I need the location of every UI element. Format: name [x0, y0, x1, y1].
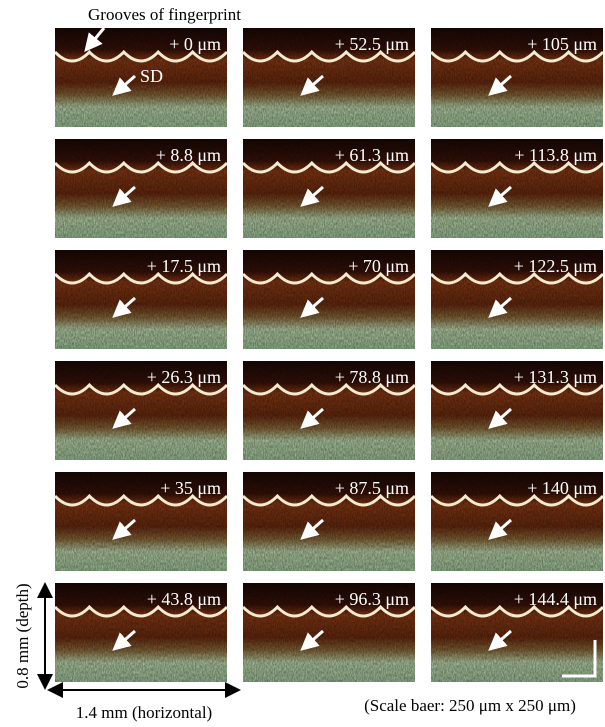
oct-panel: + 144.4 μm: [431, 583, 603, 682]
panel-grid: + 0 μm + 8.8 μm + 17.5 μm + 26.3 μm + 35 μm +…: [55, 28, 603, 682]
oct-panel: + 78.8 μm: [243, 361, 415, 460]
depth-offset-label: + 144.4 μm: [514, 589, 597, 609]
depth-offset-label: + 113.8 μm: [514, 145, 597, 165]
oct-panel: + 35 μm: [55, 472, 227, 571]
sd-label: SD: [140, 66, 163, 86]
oct-panel: + 43.8 μm: [55, 583, 227, 682]
depth-offset-label: + 96.3 μm: [335, 589, 409, 609]
depth-offset-label: + 122.5 μm: [514, 256, 597, 276]
oct-panel: + 131.3 μm: [431, 361, 603, 460]
depth-offset-label: + 35 μm: [160, 478, 221, 498]
oct-panel: + 61.3 μm: [243, 139, 415, 238]
depth-offset-label: + 78.8 μm: [335, 367, 409, 387]
depth-offset-label: + 61.3 μm: [335, 145, 409, 165]
oct-panel: + 8.8 μm: [55, 139, 227, 238]
depth-offset-label: + 17.5 μm: [147, 256, 221, 276]
oct-panel: + 70 μm: [243, 250, 415, 349]
oct-panel: + 113.8 μm: [431, 139, 603, 238]
oct-panel: + 96.3 μm: [243, 583, 415, 682]
oct-panel: + 87.5 μm: [243, 472, 415, 571]
depth-offset-label: + 131.3 μm: [514, 367, 597, 387]
oct-panel: + 52.5 μm: [243, 28, 415, 127]
depth-offset-label: + 43.8 μm: [147, 589, 221, 609]
depth-offset-label: + 140 μm: [527, 478, 597, 498]
depth-offset-label: + 0 μm: [169, 34, 221, 54]
oct-panel: + 122.5 μm: [431, 250, 603, 349]
depth-offset-label: + 105 μm: [527, 34, 597, 54]
oct-panel: + 26.3 μm: [55, 361, 227, 460]
horizontal-label: 1.4 mm (horizontal): [76, 703, 212, 722]
depth-offset-label: + 26.3 μm: [147, 367, 221, 387]
scale-bar-caption: (Scale baer: 250 μm x 250 μm): [364, 696, 576, 715]
depth-offset-label: + 87.5 μm: [335, 478, 409, 498]
depth-offset-label: + 8.8 μm: [156, 145, 221, 165]
grooves-label: Grooves of fingerprint: [88, 5, 241, 24]
oct-panel: + 140 μm: [431, 472, 603, 571]
oct-panel: + 17.5 μm: [55, 250, 227, 349]
figure: + 0 μm + 8.8 μm + 17.5 μm + 26.3 μm + 35 μm +…: [0, 0, 605, 727]
depth-offset-label: + 70 μm: [348, 256, 409, 276]
oct-panel: + 105 μm: [431, 28, 603, 127]
depth-offset-label: + 52.5 μm: [335, 34, 409, 54]
depth-label: 0.8 mm (depth): [13, 583, 32, 688]
